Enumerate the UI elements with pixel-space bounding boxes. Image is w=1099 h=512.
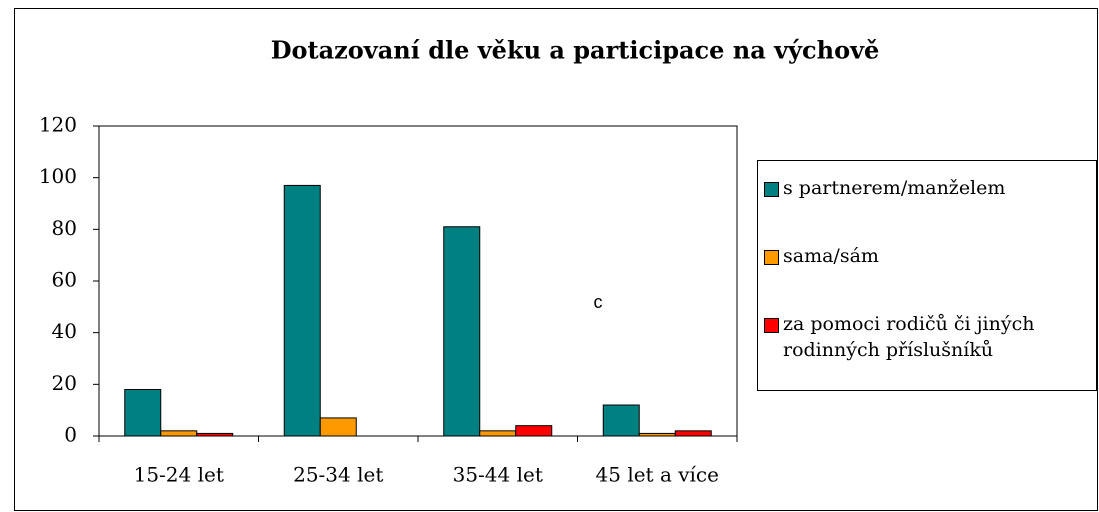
x-tick-label: 25-34 let xyxy=(293,463,383,487)
legend-item: s partnerem/manželem xyxy=(764,175,1096,201)
legend-item: za pomoci rodičů či jiných rodinných pří… xyxy=(764,311,1096,363)
y-tick-label: 100 xyxy=(39,164,77,188)
legend-swatch xyxy=(764,318,779,333)
bar xyxy=(638,432,676,437)
bar xyxy=(602,404,640,437)
bar xyxy=(674,430,712,437)
x-tick-label: 35-44 let xyxy=(453,463,543,487)
y-tick-label: 80 xyxy=(52,216,77,240)
legend-label: za pomoci rodičů či jiných rodinných pří… xyxy=(783,313,1035,361)
bar xyxy=(319,417,357,437)
legend-item: sama/sám xyxy=(764,243,1096,269)
legend-label: sama/sám xyxy=(783,245,879,267)
x-tick-label: 15-24 let xyxy=(134,463,224,487)
y-tick-label: 0 xyxy=(64,423,77,447)
bar xyxy=(160,430,198,437)
bar xyxy=(479,430,517,437)
annotation: c xyxy=(594,292,603,312)
bar xyxy=(196,432,234,437)
legend-swatch xyxy=(764,182,779,197)
legend: s partnerem/manželem sama/sám za pomoci ro… xyxy=(757,160,1097,391)
y-tick-label: 120 xyxy=(39,113,77,137)
bar xyxy=(283,184,321,437)
bar xyxy=(443,226,481,437)
y-tick-label: 20 xyxy=(52,371,77,395)
chart-title: Dotazovaní dle věku a participace na výc… xyxy=(271,36,880,65)
plot-area xyxy=(98,125,738,437)
chart-frame xyxy=(14,8,1098,511)
y-tick-label: 40 xyxy=(52,319,77,343)
legend-swatch xyxy=(764,250,779,265)
bar xyxy=(124,389,162,437)
bar xyxy=(515,425,553,437)
y-tick-label: 60 xyxy=(52,268,77,292)
legend-label: s partnerem/manželem xyxy=(783,177,1006,199)
x-tick-label: 45 let a více xyxy=(596,463,719,487)
